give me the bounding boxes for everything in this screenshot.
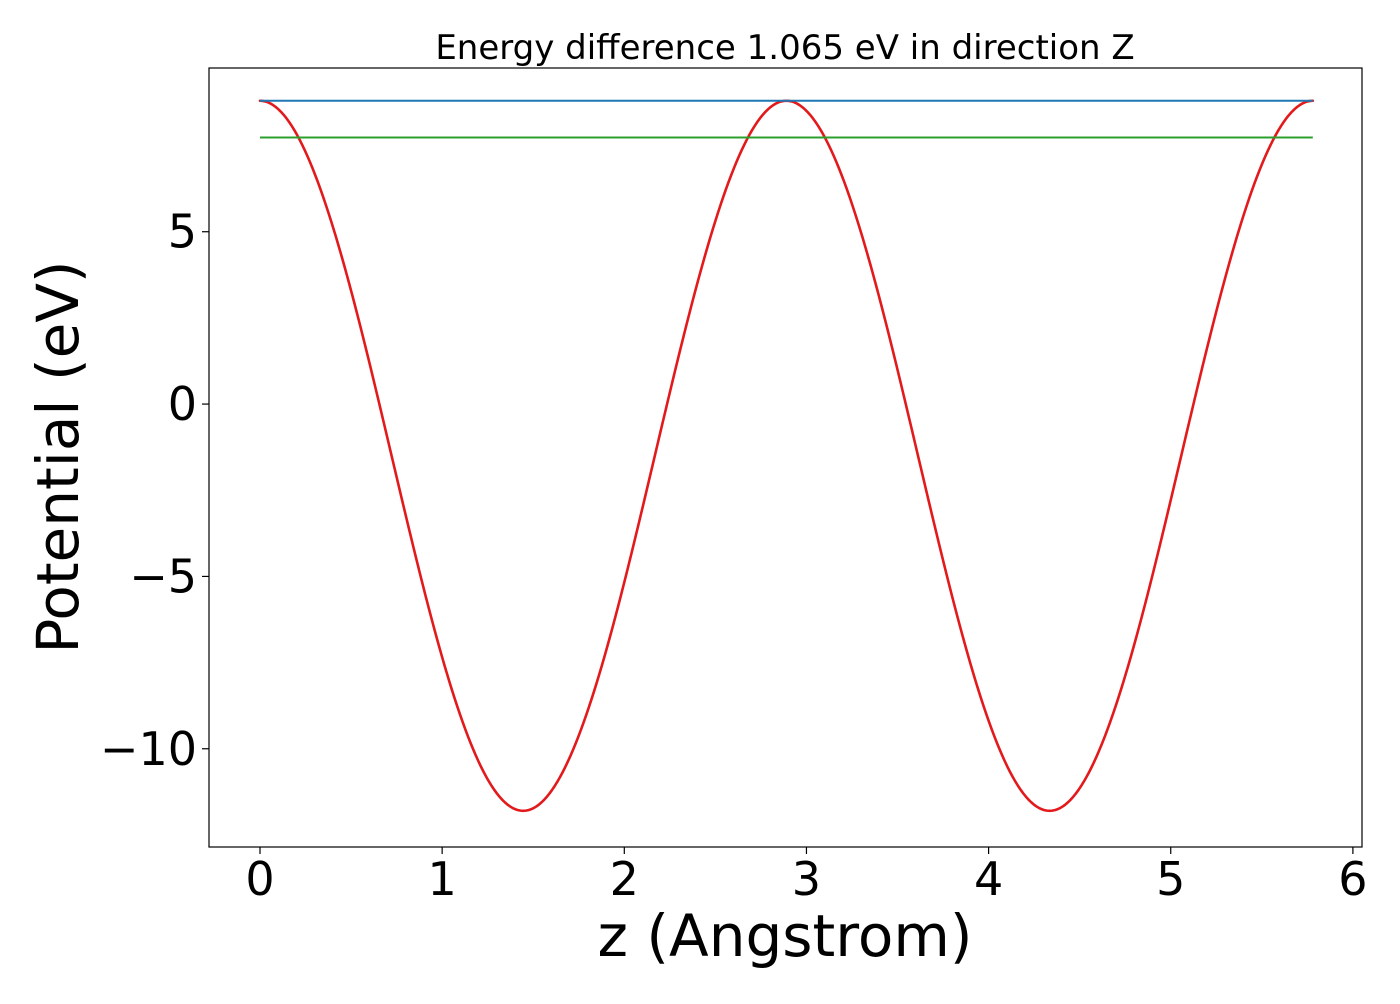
x-tick-label: 3 bbox=[792, 852, 821, 906]
x-tick-label: 4 bbox=[974, 852, 1003, 906]
x-axis-label: z (Angstrom) bbox=[598, 902, 973, 970]
x-tick-label: 6 bbox=[1338, 852, 1367, 906]
y-tick-label: 5 bbox=[168, 205, 197, 259]
axis-ticks: 0 1 2 3 4 5 6 5 0 −5 −10 bbox=[100, 205, 1368, 906]
plot-frame bbox=[208, 67, 1363, 848]
y-tick-label: −5 bbox=[129, 549, 197, 603]
y-axis-label: Potential (eV) bbox=[24, 260, 92, 653]
x-tick-label: 1 bbox=[428, 852, 457, 906]
plot-area bbox=[258, 99, 1315, 813]
y-tick-label: 0 bbox=[168, 377, 197, 431]
x-tick-label: 2 bbox=[610, 852, 639, 906]
x-tick-label: 0 bbox=[245, 852, 274, 906]
chart-title: Energy difference 1.065 eV in direction … bbox=[435, 28, 1134, 68]
x-tick-label: 5 bbox=[1156, 852, 1185, 906]
y-tick-label: −10 bbox=[100, 722, 197, 776]
